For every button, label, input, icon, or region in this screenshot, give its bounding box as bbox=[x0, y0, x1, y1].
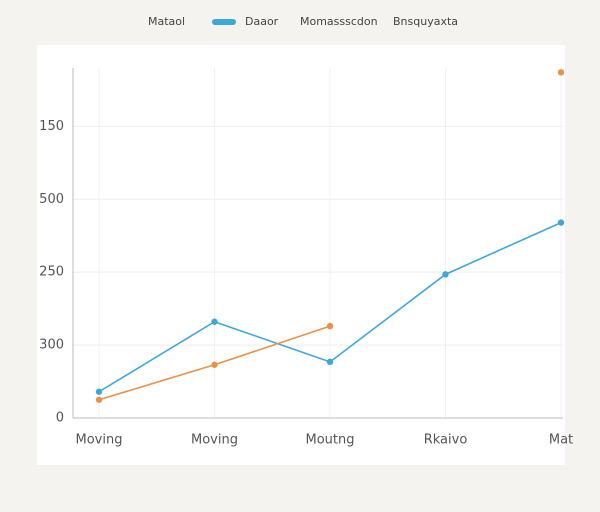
legend-label: Daaor bbox=[245, 15, 279, 28]
legend-label: Momassscdon bbox=[300, 15, 378, 28]
x-tick-label: Moutng bbox=[306, 433, 355, 448]
data-point bbox=[326, 358, 334, 366]
data-point bbox=[95, 388, 103, 395]
y-tick-label: 0 bbox=[56, 411, 64, 426]
plot-background bbox=[37, 45, 565, 465]
data-point bbox=[211, 361, 218, 368]
data-point bbox=[557, 69, 565, 76]
data-point bbox=[95, 396, 103, 403]
y-tick-label: 250 bbox=[39, 265, 64, 280]
data-point bbox=[442, 271, 449, 278]
x-tick-label: Rkaivo bbox=[424, 433, 468, 448]
x-tick-label: Mat bbox=[549, 433, 573, 448]
y-tick-label: 150 bbox=[39, 119, 64, 134]
data-point bbox=[211, 318, 218, 325]
legend-label: Bnsquyaxta bbox=[393, 15, 458, 28]
x-tick-label: Moving bbox=[191, 433, 238, 448]
legend-swatch bbox=[212, 19, 236, 25]
legend-label: Mataol bbox=[148, 15, 185, 28]
y-tick-label: 500 bbox=[39, 192, 64, 207]
y-tick-label: 300 bbox=[39, 338, 64, 353]
data-point bbox=[326, 322, 334, 330]
legend: Mataol Daaor Momassscdon Bnsquyaxta bbox=[148, 15, 458, 28]
x-tick-label: Moving bbox=[76, 433, 123, 448]
data-point bbox=[557, 219, 565, 226]
